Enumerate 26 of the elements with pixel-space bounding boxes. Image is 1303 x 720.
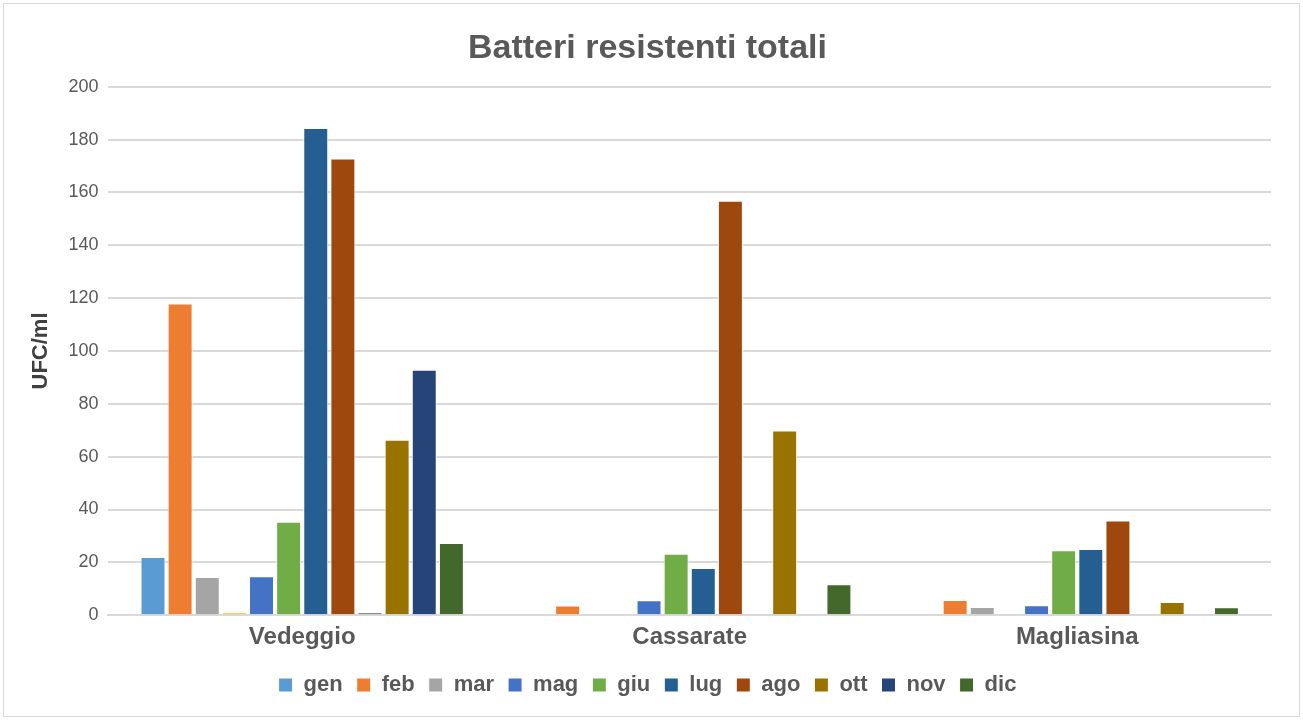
legend-label: mar <box>453 671 495 697</box>
y-tick-label: 80 <box>78 392 99 413</box>
chart-title: Batteri resistenti totali <box>468 26 827 65</box>
legend-label: feb <box>381 671 415 697</box>
legend-label: gen <box>303 671 343 697</box>
legend-label: ott <box>839 671 869 697</box>
y-tick-label: 40 <box>78 498 99 519</box>
y-tick-label: 140 <box>68 234 99 255</box>
legend-label: lug <box>689 671 723 697</box>
y-tick-label: 60 <box>78 445 99 466</box>
y-axis-title: UFC/ml <box>27 312 53 390</box>
y-tick-label: 100 <box>68 339 99 360</box>
legend-label: dic <box>984 671 1017 697</box>
y-tick-label: 20 <box>78 551 99 572</box>
y-tick-label: 0 <box>88 604 99 625</box>
y-tick-label: 120 <box>68 287 99 308</box>
x-tick-label: Magliasina <box>1015 622 1140 650</box>
y-tick-label: 200 <box>68 75 99 96</box>
y-tick-label: 180 <box>68 128 99 149</box>
legend-label: ago <box>761 671 801 697</box>
x-tick-label: Vedeggio <box>248 622 356 650</box>
legend-label: nov <box>906 671 947 697</box>
legend-label: mag <box>533 671 579 697</box>
y-tick-label: 160 <box>68 181 99 202</box>
legend-label: giu <box>617 671 651 697</box>
x-tick-label: Cassarate <box>632 622 748 650</box>
